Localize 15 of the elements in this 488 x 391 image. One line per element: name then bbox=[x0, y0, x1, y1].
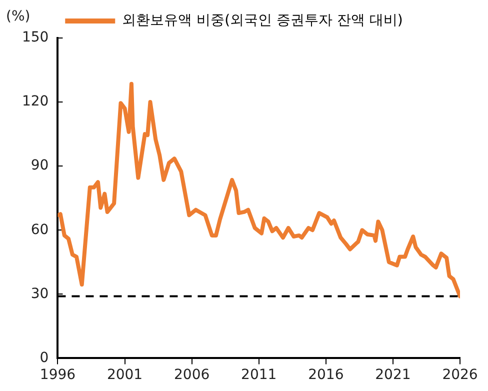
y-tick-label: 30 bbox=[30, 286, 49, 302]
y-tick-label: 150 bbox=[22, 30, 49, 46]
y-tick-label: 120 bbox=[22, 94, 49, 110]
x-tick-label: 2011 bbox=[241, 367, 277, 384]
x-tick-label: 2026 bbox=[442, 367, 478, 384]
legend-label: 외환보유액 비중(외국인 증권투자 잔액 대비) bbox=[122, 12, 403, 29]
x-tick-label: 2021 bbox=[375, 367, 411, 384]
y-axis-title: (%) bbox=[6, 8, 30, 25]
y-tick-label: 90 bbox=[30, 158, 49, 174]
x-tick-label: 1996 bbox=[40, 367, 76, 384]
x-tick-label: 2016 bbox=[308, 367, 344, 384]
y-tick-label: 0 bbox=[40, 350, 49, 366]
y-tick-label: 60 bbox=[30, 222, 49, 238]
x-tick-label: 2006 bbox=[174, 367, 210, 384]
x-tick-label: 2001 bbox=[106, 367, 143, 384]
